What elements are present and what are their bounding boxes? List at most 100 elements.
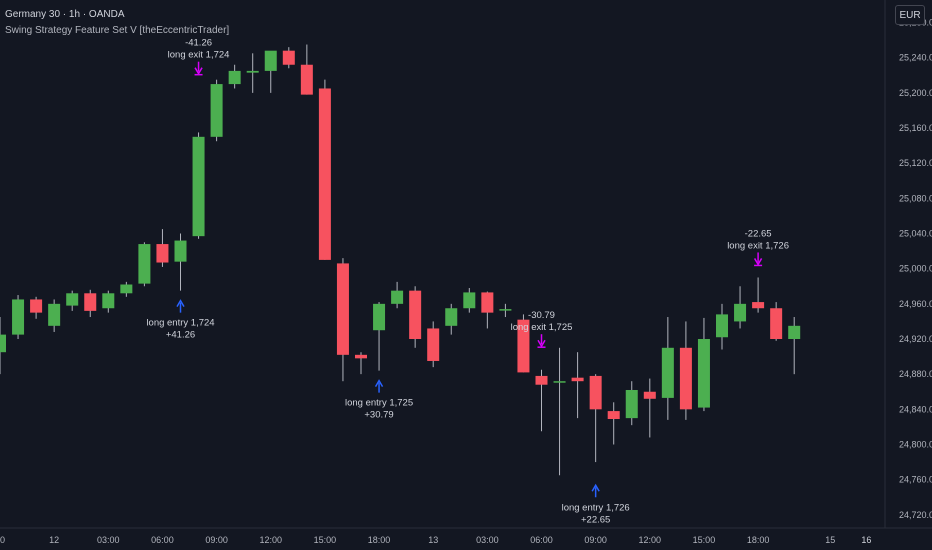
candle-body: [499, 309, 512, 311]
entry-pnl: +30.79: [364, 410, 393, 421]
candle-body: [336, 263, 349, 355]
exit-arrow-icon: [194, 67, 203, 76]
x-tick-label: 15:00: [314, 535, 337, 545]
entry-pnl: +22.65: [581, 514, 610, 525]
y-tick-label: 25,160.0: [899, 123, 932, 133]
candle-body: [84, 293, 97, 311]
x-tick-label: 13: [428, 535, 438, 545]
y-tick-label: 25,000.0: [899, 264, 932, 274]
candle-body: [0, 334, 6, 353]
x-tick-label: 06:00: [530, 535, 553, 545]
candle-body: [48, 303, 61, 326]
candle-body: [481, 292, 494, 313]
candle-body: [770, 308, 783, 340]
candle-body: [282, 50, 295, 65]
y-tick-label: 25,080.0: [899, 193, 932, 203]
x-tick-label: 15:00: [693, 535, 716, 545]
currency-button[interactable]: EUR: [895, 5, 925, 25]
time-axis[interactable]: 00 12 03:00 06:00 09:00 12:00 15:00 18:00 13 03:0…: [0, 527, 932, 545]
x-tick-label: 09:00: [205, 535, 228, 545]
candle-body: [427, 328, 440, 361]
candle-body: [517, 319, 530, 373]
y-tick-label: 24,800.0: [899, 439, 932, 449]
candle-body: [300, 64, 313, 95]
candle-body: [210, 84, 223, 137]
candle-body: [138, 244, 151, 284]
x-tick-label: 03:00: [476, 535, 499, 545]
candle-body: [355, 354, 367, 359]
candle-body: [716, 314, 728, 338]
candle-body: [409, 290, 422, 340]
candle-body: [734, 303, 747, 322]
y-tick-label: 25,240.0: [899, 53, 932, 63]
entry-label: long entry 1,725: [345, 398, 413, 409]
x-tick-label: 06:00: [151, 535, 174, 545]
exit-label: long exit 1,724: [168, 50, 230, 61]
exit-label: long exit 1,725: [511, 322, 573, 333]
candle-body: [12, 299, 25, 335]
candle-body: [246, 70, 259, 73]
candle-body: [228, 70, 241, 85]
exit-pnl: -30.79: [528, 310, 555, 321]
candle-body: [120, 284, 133, 294]
signal-group: long entry 1,724+41.26 long exit 1,724-41…: [146, 38, 789, 526]
exit-pnl: -41.26: [185, 38, 212, 49]
y-tick-label: 24,840.0: [899, 404, 932, 414]
exit-pnl: -22.65: [745, 228, 772, 239]
candle-body: [553, 381, 566, 383]
candle-body: [643, 391, 656, 399]
candle-body: [589, 375, 602, 410]
y-tick-label: 24,760.0: [899, 475, 932, 485]
candle-body: [318, 88, 331, 260]
candle-body: [607, 411, 620, 419]
candle-body: [571, 377, 584, 382]
candle-body: [30, 299, 43, 313]
candle-body: [391, 290, 404, 304]
candle-body: [102, 293, 115, 309]
candle-group: [0, 44, 801, 476]
y-tick-label: 24,880.0: [899, 369, 932, 379]
candle-body: [192, 136, 205, 237]
candle-body: [788, 325, 801, 340]
y-tick-label: 25,200.0: [899, 88, 932, 98]
chart-title: Germany 30 · 1h · OANDA: [5, 9, 125, 20]
candle-body: [697, 339, 710, 408]
entry-arrow-icon: [374, 379, 384, 388]
entry-label: long entry 1,726: [562, 502, 630, 513]
entry-label: long entry 1,724: [146, 318, 214, 329]
candle-body: [535, 375, 548, 385]
price-axis[interactable]: 24,720.0 24,760.0 24,800.0 24,840.0 24,880.0…: [884, 0, 932, 528]
candle-body: [66, 293, 79, 306]
indicator-title: Swing Strategy Feature Set V [theEccentr…: [5, 25, 230, 36]
candle-body: [373, 303, 386, 331]
x-tick-label: 12:00: [259, 535, 282, 545]
x-tick-label: 12: [49, 535, 59, 545]
y-tick-label: 24,720.0: [899, 510, 932, 520]
y-tick-label: 25,040.0: [899, 229, 932, 239]
entry-pnl: +41.26: [166, 330, 195, 341]
candle-body: [264, 50, 277, 71]
x-tick-label: 03:00: [97, 535, 120, 545]
y-tick-label: 25,120.0: [899, 158, 932, 168]
x-tick-label: 00: [0, 535, 5, 545]
candle-body: [625, 389, 638, 419]
x-tick-label: 16: [861, 535, 871, 545]
exit-arrow-icon: [537, 339, 546, 348]
candle-body: [661, 347, 674, 398]
candle-body: [679, 347, 692, 410]
exit-arrow-icon: [753, 258, 763, 266]
x-tick-label: 18:00: [747, 535, 770, 545]
entry-arrow-icon: [591, 483, 600, 492]
y-tick-label: 24,920.0: [899, 334, 932, 344]
entry-arrow-icon: [176, 299, 185, 308]
exit-label: long exit 1,726: [727, 240, 789, 251]
candle-body: [445, 308, 458, 326]
candle-body: [752, 302, 765, 309]
x-tick-label: 12:00: [639, 535, 662, 545]
x-tick-label: 15: [825, 535, 835, 545]
candle-body: [463, 292, 476, 309]
candle-body: [156, 244, 169, 263]
x-tick-label: 18:00: [368, 535, 391, 545]
candle-body: [174, 240, 187, 262]
